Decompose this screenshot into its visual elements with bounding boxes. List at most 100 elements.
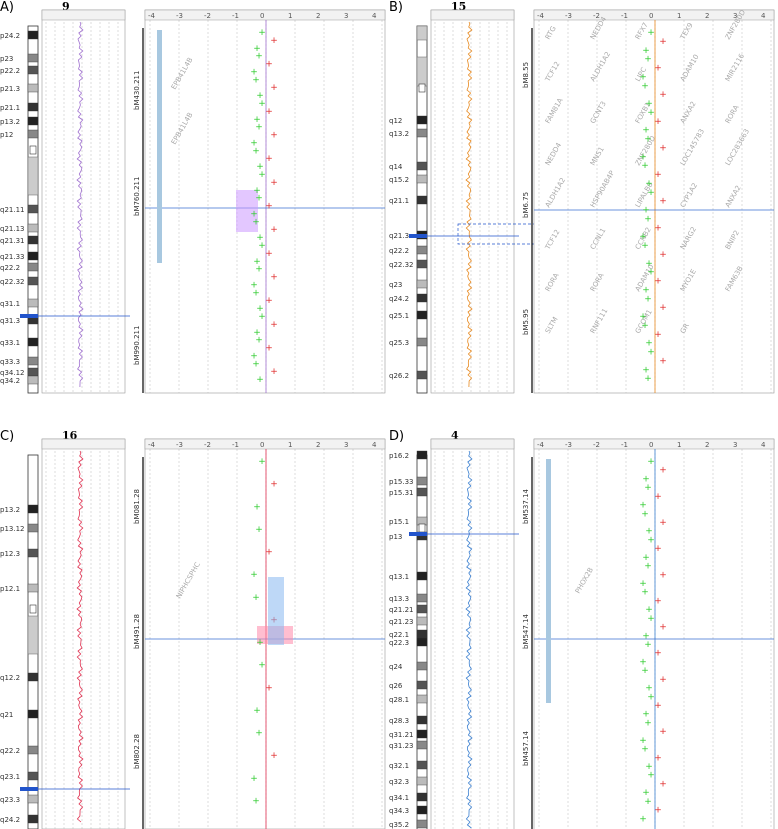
chromosome-number: 4 — [451, 429, 459, 442]
probe-marker: + — [270, 36, 278, 46]
probe-marker: + — [256, 638, 264, 648]
panel-a: A) 9 p24.2 p23 p22.2 p21.3 p21.1 p13.2 p12 q21.11… — [0, 0, 389, 400]
panel-d: D) 4 p16.2 p15.33 p15.31 p15.1 p13 q13.1 q13.3 q2… — [268, 429, 778, 829]
probe-marker: + — [250, 280, 258, 290]
band-label: p24.2 — [0, 32, 20, 40]
region-plot: -4 -3 -2 -1 0 1 2 3 4bM081.28bM491.28bM802.28NIP… — [133, 438, 386, 829]
probe-marker: + — [250, 351, 258, 361]
band-label: q21.3 — [389, 232, 409, 240]
band-label: q22.32 — [0, 278, 24, 286]
probe-marker: + — [645, 179, 653, 189]
probe-marker: + — [659, 90, 667, 100]
probe-marker: + — [265, 344, 273, 354]
probe-marker: + — [256, 233, 264, 243]
probe-marker: + — [659, 143, 667, 153]
scale-tick-label: -1 — [232, 441, 239, 449]
genome-cn-line — [465, 21, 473, 388]
probe-marker: + — [659, 570, 667, 580]
band-label: q21.23 — [389, 618, 413, 626]
scale-tick-label: -2 — [204, 12, 211, 20]
band-label: p21.3 — [0, 85, 20, 93]
genome-scale — [41, 438, 126, 450]
probe-marker: + — [644, 374, 652, 384]
band-label: q23 — [389, 281, 402, 289]
scale-tick-label: -4 — [148, 441, 156, 449]
band-label: q22.3 — [389, 639, 409, 647]
probe-marker: + — [659, 779, 667, 789]
probe-marker: + — [641, 745, 649, 755]
band-label: q13.3 — [389, 595, 409, 603]
probe-marker: + — [647, 188, 655, 198]
probe-marker: + — [255, 336, 263, 346]
probe-marker: + — [258, 661, 266, 671]
region-scale: -4 -3 -2 -1 0 1 2 3 4 — [533, 9, 775, 21]
band-label: q34.3 — [389, 807, 409, 815]
probe-marker: + — [645, 605, 653, 615]
probe-marker: + — [659, 675, 667, 685]
probe-marker: + — [641, 588, 649, 598]
probe-marker: + — [654, 117, 662, 127]
scale-tick-label: 0 — [649, 441, 653, 449]
band-label: p13.12 — [0, 525, 24, 533]
probe-marker: + — [659, 197, 667, 207]
region-scale: -4 -3 -2 -1 0 1 2 3 4 — [144, 438, 386, 450]
band-label: q31.3 — [0, 317, 20, 325]
bac-label: bM5.95 — [522, 309, 530, 335]
band-label: q21.33 — [0, 253, 24, 261]
probe-marker: + — [654, 170, 662, 180]
genome-plot — [409, 9, 540, 394]
genome-scale — [430, 438, 515, 450]
probe-marker: + — [654, 806, 662, 816]
scale-tick-label: 0 — [260, 441, 264, 449]
band-label: q31.23 — [389, 742, 413, 750]
scale-tick-label: 2 — [705, 12, 709, 20]
probe-marker: + — [253, 328, 261, 338]
band-label: q24 — [389, 663, 403, 671]
probe-marker: + — [258, 99, 266, 109]
probe-marker: + — [258, 241, 266, 251]
chromosome-number: 9 — [62, 0, 70, 13]
scale-tick-label: 0 — [260, 12, 264, 20]
band-label: q21.11 — [0, 206, 24, 214]
probe-marker: + — [647, 614, 655, 624]
probe-marker: + — [645, 259, 653, 269]
probe-marker: + — [644, 797, 652, 807]
scale-tick-label: 3 — [344, 441, 348, 449]
probe-marker: + — [270, 320, 278, 330]
scale-tick-label: 2 — [316, 12, 320, 20]
probe-marker: + — [654, 649, 662, 659]
band-label: q32.3 — [389, 778, 409, 786]
bac-label: bM430.211 — [133, 71, 141, 110]
band-label: q22.32 — [389, 261, 413, 269]
probe-marker: + — [252, 796, 260, 806]
probe-marker: + — [639, 501, 647, 511]
probe-marker: + — [639, 312, 647, 322]
band-label: p15.33 — [389, 478, 413, 486]
probe-marker: + — [253, 502, 261, 512]
panel-svg: p24.2 p23 p22.2 p21.3 p21.1 p13.2 p12 q21.11 q21… — [0, 9, 386, 394]
probe-marker: + — [639, 657, 647, 667]
band-label: p22.2 — [0, 67, 20, 75]
bac-label: bM990.211 — [133, 326, 141, 365]
probe-marker: + — [642, 206, 650, 216]
probe-marker: + — [642, 474, 650, 484]
panel-svg: p13.2 p13.12 p12.3 p12.1 q12.2 q21 q22.2 q23.1 q… — [0, 438, 386, 829]
scale-tick-label: 1 — [677, 441, 681, 449]
probe-marker: + — [641, 321, 649, 331]
probe-marker: + — [647, 692, 655, 702]
probe-bar — [157, 30, 162, 263]
probe-marker: + — [645, 339, 653, 349]
probe-marker: + — [252, 217, 260, 227]
band-label: q33.3 — [0, 358, 20, 366]
probe-marker: + — [654, 64, 662, 74]
band-label: q33.1 — [0, 339, 20, 347]
probe-marker: + — [265, 202, 273, 212]
scale-tick-label: 1 — [288, 441, 292, 449]
band-label: q24.2 — [389, 295, 409, 303]
probe-marker: + — [654, 701, 662, 711]
probe-marker: + — [252, 288, 260, 298]
band-label: q12 — [389, 117, 402, 125]
bac-label: bM491.28 — [133, 614, 141, 649]
probe-marker: + — [659, 37, 667, 47]
bac-label: bM081.28 — [133, 489, 141, 524]
